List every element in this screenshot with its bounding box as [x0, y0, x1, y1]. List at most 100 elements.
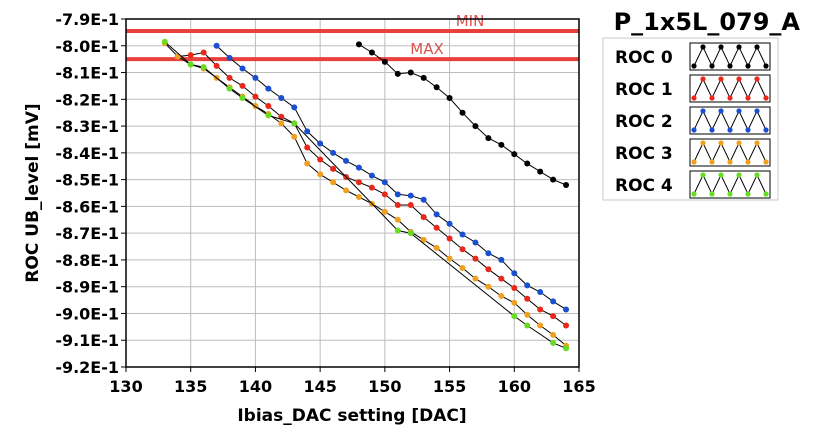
data-point	[355, 179, 362, 186]
data-point	[472, 239, 479, 246]
data-point	[407, 202, 414, 209]
legend-swatch-marker	[718, 44, 724, 50]
legend-swatch-marker	[745, 191, 751, 197]
legend-swatch-marker	[754, 44, 760, 50]
data-point	[407, 69, 414, 76]
x-tick-label: 150	[368, 377, 401, 396]
legend-swatch-marker	[691, 63, 697, 69]
legend-swatch-marker	[736, 140, 742, 146]
data-point	[550, 331, 557, 338]
data-point	[265, 112, 272, 119]
y-axis-title: ROC UB_level [mV]	[23, 103, 43, 282]
data-point	[511, 270, 518, 277]
y-tick-label: -9.1E-1	[55, 331, 119, 350]
y-tick-label: -7.9E-1	[55, 10, 119, 29]
data-point	[394, 227, 401, 234]
x-tick-label: 165	[562, 377, 595, 396]
data-point	[485, 250, 492, 257]
data-point	[394, 202, 401, 209]
data-point	[563, 306, 570, 313]
data-point	[550, 298, 557, 305]
legend-swatch-marker	[754, 172, 760, 178]
y-tick-label: -9.2E-1	[55, 358, 119, 377]
legend-label: ROC 0	[615, 48, 673, 68]
data-point	[511, 299, 518, 306]
series-roc-4	[161, 38, 570, 352]
legend-swatch-marker	[727, 95, 733, 101]
series-layer	[161, 38, 570, 352]
plot-background	[126, 19, 579, 367]
data-point	[187, 61, 194, 68]
data-point	[368, 49, 375, 56]
y-tick-label: -8.4E-1	[55, 144, 119, 163]
data-point	[343, 187, 350, 194]
data-point	[368, 172, 375, 179]
data-point	[252, 93, 259, 100]
data-point	[213, 42, 220, 49]
data-point	[381, 179, 388, 186]
data-point	[485, 135, 492, 142]
legend-swatch-marker	[727, 191, 733, 197]
data-point	[278, 120, 285, 127]
data-point	[524, 160, 531, 167]
data-point	[498, 256, 505, 263]
data-point	[330, 149, 337, 156]
data-point	[200, 64, 207, 71]
data-point	[550, 313, 557, 320]
data-point	[459, 231, 466, 238]
data-point	[550, 176, 557, 183]
data-point	[239, 94, 246, 101]
legend-swatch-marker	[718, 108, 724, 114]
data-point	[304, 160, 311, 167]
legend-swatch-marker	[709, 95, 715, 101]
legend-swatch-marker	[691, 159, 697, 165]
legend-swatch-marker	[736, 76, 742, 82]
data-point	[537, 322, 544, 329]
data-point	[524, 311, 531, 318]
y-tick-label: -8.0E-1	[55, 37, 119, 56]
data-point	[524, 295, 531, 302]
y-tick-label: -8.8E-1	[55, 251, 119, 270]
legend-swatch-marker	[709, 159, 715, 165]
data-point	[200, 49, 207, 56]
x-axis-title: Ibias_DAC setting [DAC]	[237, 406, 466, 426]
legend-swatch-marker	[763, 159, 769, 165]
data-point	[563, 322, 570, 329]
data-point	[291, 133, 298, 140]
data-point	[433, 211, 440, 218]
data-point	[187, 52, 194, 59]
data-point	[304, 144, 311, 151]
legend-swatch-marker	[691, 191, 697, 197]
data-point	[537, 289, 544, 296]
legend-swatch-marker	[709, 127, 715, 133]
legend: ROC 0 ROC 1 ROC 2 ROC 3 ROC 4	[602, 37, 779, 201]
data-point	[433, 84, 440, 91]
data-point	[420, 74, 427, 81]
data-point	[446, 220, 453, 227]
data-point	[420, 214, 427, 221]
limit-label-min: MIN	[456, 12, 485, 30]
legend-swatch-marker	[718, 172, 724, 178]
legend-swatch-marker	[736, 172, 742, 178]
legend-swatch-marker	[727, 159, 733, 165]
data-point	[498, 293, 505, 300]
data-point	[239, 65, 246, 72]
data-point	[394, 191, 401, 198]
data-point	[330, 165, 337, 172]
legend-swatch-marker	[727, 127, 733, 133]
data-point	[550, 339, 557, 346]
data-point	[355, 194, 362, 201]
legend-items: ROC 0 ROC 1 ROC 2 ROC 3 ROC 4	[615, 42, 771, 199]
data-point	[407, 230, 414, 237]
x-tick-label: 155	[433, 377, 466, 396]
data-point	[420, 196, 427, 203]
chart-title: P_1x5L_079_A	[614, 8, 801, 36]
data-point	[226, 85, 233, 92]
data-point	[511, 313, 518, 320]
legend-swatch-marker	[745, 127, 751, 133]
data-point	[485, 283, 492, 290]
series-roc-0	[355, 41, 570, 188]
y-tick-label: -8.1E-1	[55, 64, 119, 83]
data-point	[472, 255, 479, 262]
